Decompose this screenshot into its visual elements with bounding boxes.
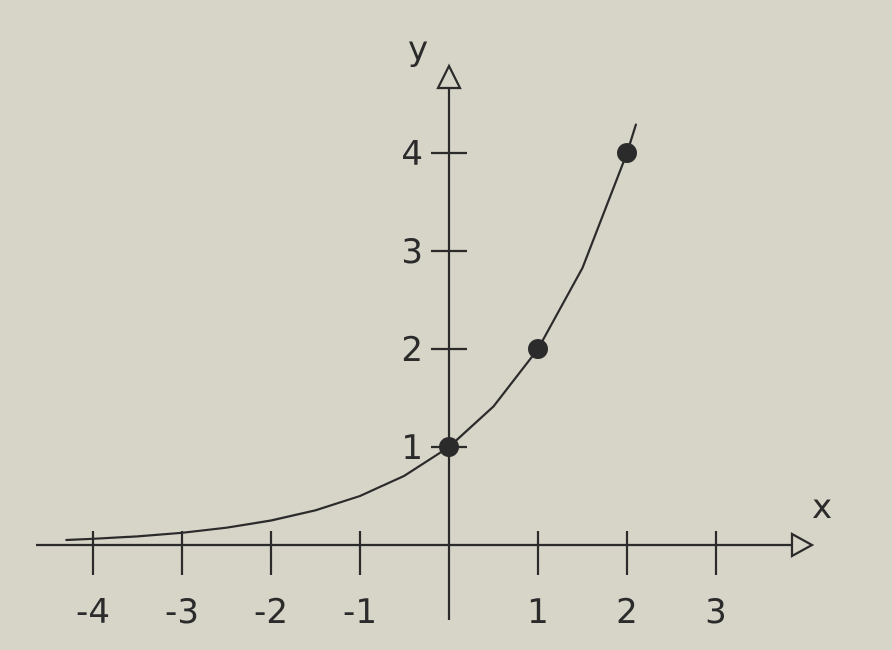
x-tick-label: -2 — [254, 592, 288, 632]
data-point — [439, 437, 459, 457]
x-tick-label: 2 — [616, 592, 638, 632]
y-axis-arrow — [436, 63, 462, 90]
exponential-curve — [65, 123, 637, 542]
y-tick-label: 4 — [401, 134, 423, 174]
y-axis-label: y — [408, 29, 428, 69]
data-point — [617, 143, 637, 163]
x-tick-label: -3 — [165, 592, 199, 632]
curve-layer — [65, 123, 637, 542]
axes — [36, 63, 815, 620]
x-tick-label: -4 — [76, 592, 110, 632]
x-tick-label: 3 — [705, 592, 727, 632]
labels: -4 -3 -2 -1 1 2 3 1 2 3 4 x y — [76, 29, 832, 632]
data-point — [528, 339, 548, 359]
x-tick-label: -1 — [343, 592, 377, 632]
y-tick-label: 1 — [401, 428, 423, 468]
points-layer — [439, 143, 637, 457]
x-axis-arrow — [790, 532, 815, 558]
y-tick-label: 3 — [401, 232, 423, 272]
x-tick-label: 1 — [527, 592, 549, 632]
x-axis-label: x — [812, 487, 832, 527]
y-tick-label: 2 — [401, 330, 423, 370]
